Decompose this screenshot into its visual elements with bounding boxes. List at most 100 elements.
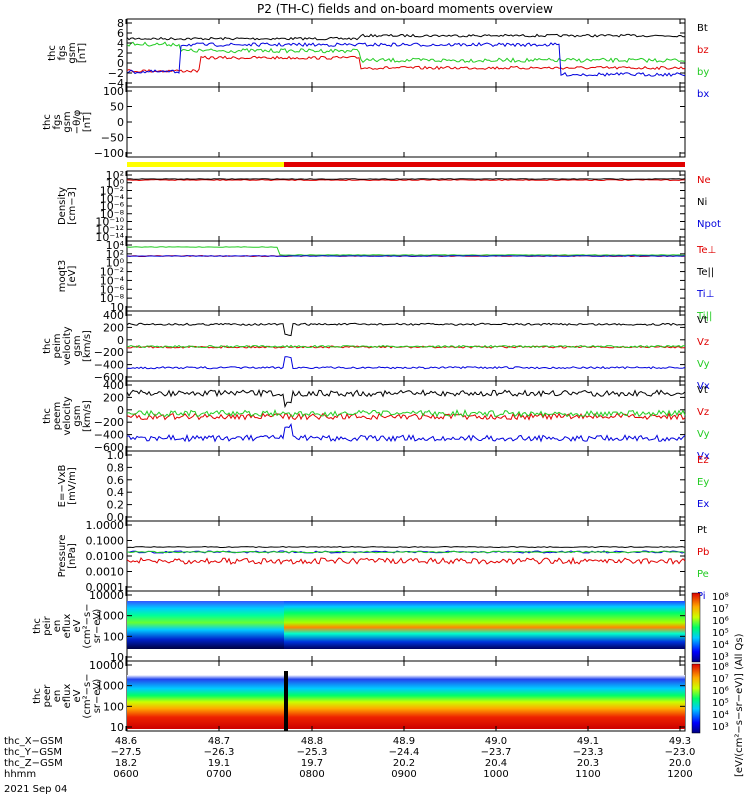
ephemeris-value: −27.5 bbox=[111, 747, 142, 758]
y-tick-label: 10⁻⁶ bbox=[100, 200, 125, 213]
bx-line bbox=[126, 42, 686, 77]
peir-ylabel: thcpeirenefluxeV(cm²−s−sr−eV) bbox=[32, 603, 103, 648]
vel-line bbox=[126, 423, 686, 443]
ephemeris-value: 20.0 bbox=[669, 758, 691, 769]
colorbar-tick: 10⁶ bbox=[712, 686, 729, 697]
legend-entry: Vt bbox=[697, 385, 708, 396]
efield-ylabel: E=−VxB[mV/m] bbox=[57, 465, 78, 508]
peer-heatmap bbox=[127, 675, 685, 729]
fgs-frame bbox=[126, 18, 686, 88]
ylabel-line: [nT] bbox=[77, 43, 88, 63]
ylabel-line: eV bbox=[72, 619, 83, 632]
legend-entry: Vy bbox=[697, 429, 710, 440]
peer-ylabel: thcpeerenefluxeV(cm²−s−sr−eV) bbox=[32, 673, 103, 718]
temp-frame bbox=[126, 240, 686, 312]
legend-entry: Pi bbox=[697, 591, 706, 602]
y-tick-label: 100 bbox=[103, 630, 124, 643]
ylabel-line: velocity bbox=[62, 396, 73, 435]
ylabel-line: sr−eV) bbox=[92, 679, 103, 714]
peir-heatmap-left bbox=[127, 601, 284, 649]
ylabel-line: moqt3 bbox=[57, 260, 68, 293]
y-tick-label: 1000 bbox=[96, 610, 124, 623]
legend-entry: Vz bbox=[697, 337, 709, 348]
ephemeris-value: 19.1 bbox=[208, 758, 230, 769]
ylabel-line: thc bbox=[32, 618, 43, 634]
legend-entry: Te|| bbox=[696, 267, 714, 278]
mode-bar-segment bbox=[284, 162, 685, 167]
efield-frame bbox=[126, 450, 686, 522]
date-label: 2021 Sep 04 bbox=[4, 784, 67, 795]
ylabel-line: sr−eV) bbox=[92, 609, 103, 644]
legends-group: BtbzbybxNeNiNpotTe⊥Te||Ti⊥Ti||VtVzVyVxVt… bbox=[696, 23, 721, 602]
legend-entry: Pt bbox=[697, 525, 707, 536]
ylabel-line: (cm²−s− bbox=[82, 673, 93, 718]
y-tick-label: 10000 bbox=[89, 659, 124, 672]
y-tick-label: −2 bbox=[108, 67, 124, 80]
y-tick-label: 400 bbox=[103, 379, 124, 392]
y-tick-label: 0.0010 bbox=[86, 566, 125, 579]
y-tick-label: 10⁻² bbox=[100, 266, 124, 279]
axes-group: 86420−2−4thcfgsgsm[nT]100500−50−100thcfg… bbox=[32, 17, 685, 734]
colorbar-tick: 10⁶ bbox=[712, 616, 729, 627]
legend-entry: Ti⊥ bbox=[696, 289, 714, 300]
y-tick-label: 10⁻¹² bbox=[95, 223, 124, 236]
ephemeris-value: 0800 bbox=[299, 769, 324, 780]
ephemeris-value: 48.8 bbox=[301, 736, 323, 747]
ylabel-line: peim bbox=[52, 333, 63, 358]
ylabel-line: [eV] bbox=[67, 266, 78, 287]
ephemeris-table: thc_X−GSM 48.6 48.7 48.8 48.9 49.0 49.1 49.3 thc… bbox=[4, 736, 695, 780]
ylabel-line: eflux bbox=[62, 614, 73, 639]
panel-contents bbox=[126, 33, 686, 731]
ephemeris-label: thc_X−GSM bbox=[4, 736, 63, 747]
y-tick-label: 10⁰ bbox=[106, 257, 125, 270]
pressure-ylabel: Pressure[nPa] bbox=[57, 535, 78, 578]
ephemeris-value: 20.4 bbox=[485, 758, 507, 769]
ylabel-line: gsm bbox=[67, 42, 78, 63]
figure-title: P2 (TH-C) fields and on-board moments ov… bbox=[257, 2, 553, 16]
ephemeris-value: −24.4 bbox=[389, 747, 420, 758]
y-tick-label: 1.0000 bbox=[86, 519, 125, 532]
ephemeris-value: −26.3 bbox=[204, 747, 235, 758]
ylabel-line: thc bbox=[32, 688, 43, 704]
colorbar-lower bbox=[691, 663, 701, 734]
ylabel-line: −θ/φ bbox=[72, 109, 83, 134]
colorbar-tick: 10³ bbox=[712, 722, 729, 733]
colorbar-tick: 10⁷ bbox=[712, 604, 729, 615]
legend-entry: Pe bbox=[697, 569, 709, 580]
legend-entry: Vx bbox=[697, 381, 710, 392]
legend-entry: Ez bbox=[697, 455, 709, 466]
colorbar-tick: 10⁷ bbox=[712, 674, 729, 685]
colorbar-tick: 10⁸ bbox=[712, 592, 729, 603]
legend-entry: Npot bbox=[697, 219, 721, 230]
y-tick-label: −100 bbox=[94, 147, 124, 160]
colorbar-tick: 10⁴ bbox=[712, 710, 729, 721]
ylabel-line: thc bbox=[42, 338, 53, 354]
pressure-frame bbox=[126, 520, 686, 592]
ylabel-line: thc bbox=[42, 114, 53, 130]
y-tick-label: 100 bbox=[103, 85, 124, 98]
y-tick-label: 200 bbox=[103, 321, 124, 334]
ephemeris-value: 48.7 bbox=[208, 736, 230, 747]
ephemeris-value: 1100 bbox=[575, 769, 600, 780]
colorbar-tick: 10⁴ bbox=[712, 640, 729, 651]
y-tick-label: 10⁰ bbox=[106, 177, 125, 190]
ylabel-line: eflux bbox=[62, 684, 73, 709]
ephemeris-value: 49.0 bbox=[485, 736, 507, 747]
ephemeris-value: 0600 bbox=[113, 769, 138, 780]
y-tick-label: 400 bbox=[103, 309, 124, 322]
y-tick-label: −400 bbox=[94, 359, 124, 372]
legend-entry: Ni bbox=[697, 197, 707, 208]
ylabel-line: thc bbox=[47, 45, 58, 61]
y-tick-label: −400 bbox=[94, 429, 124, 442]
legend-entry: Ey bbox=[697, 477, 709, 488]
y-tick-label: −50 bbox=[101, 132, 124, 145]
y-tick-label: 0.1000 bbox=[86, 535, 125, 548]
ephemeris-label: thc_Z−GSM bbox=[4, 758, 63, 769]
y-tick-label: 10⁴ bbox=[106, 239, 125, 252]
legend-entry: Vt bbox=[697, 315, 708, 326]
legend-entry: bx bbox=[697, 89, 709, 100]
y-tick-label: −600 bbox=[94, 371, 124, 384]
vel-line bbox=[126, 388, 686, 409]
ylabel-line: [nT] bbox=[82, 112, 93, 132]
